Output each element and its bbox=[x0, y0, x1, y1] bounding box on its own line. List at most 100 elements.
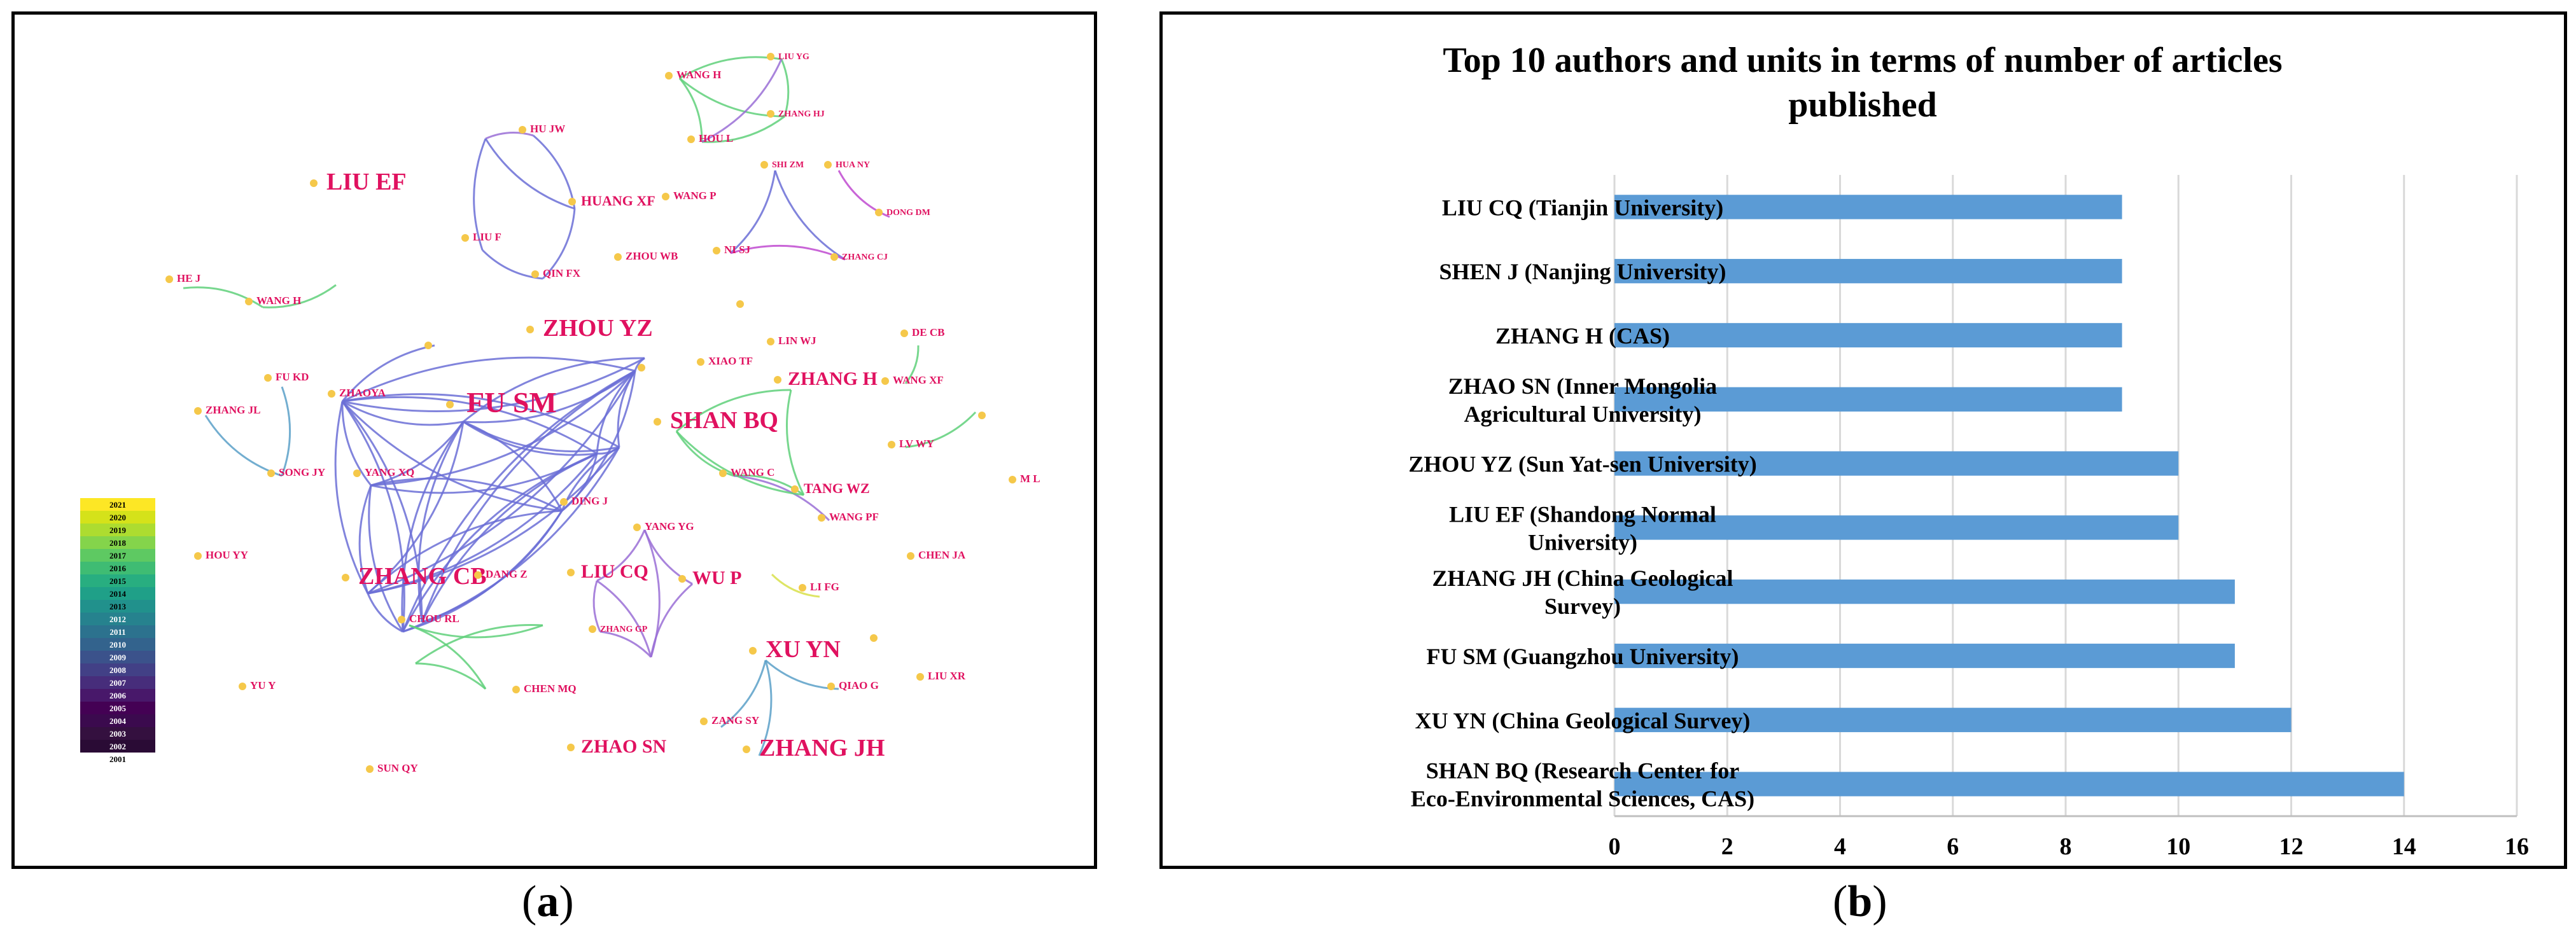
network-node bbox=[424, 342, 432, 349]
legend-year-label: 2015 bbox=[109, 576, 127, 586]
author-label-zhang-jl: ZHANG JL bbox=[206, 404, 260, 416]
category-label: SHEN J (Nanjing University) bbox=[1439, 259, 1726, 284]
network-edge bbox=[542, 208, 576, 280]
legend-swatch-2003 bbox=[80, 727, 155, 740]
author-label-fu-kd: FU KD bbox=[276, 371, 309, 383]
network-node bbox=[719, 469, 727, 477]
legend-year-label: 2005 bbox=[109, 704, 127, 713]
network-edge bbox=[341, 344, 435, 402]
network-edge bbox=[370, 370, 636, 487]
network-node bbox=[567, 569, 575, 576]
network-edge bbox=[367, 421, 465, 595]
network-node bbox=[827, 683, 835, 690]
author-label-yang-xq: YANG XQ bbox=[365, 466, 414, 478]
legend-year-label: 2020 bbox=[109, 513, 126, 522]
network-edge bbox=[592, 580, 601, 632]
legend-year-label: 2003 bbox=[109, 729, 127, 739]
network-edge bbox=[341, 401, 423, 623]
legend-year-label: 2008 bbox=[109, 665, 127, 675]
author-label-liu-ef: LIU EF bbox=[326, 169, 407, 195]
network-node bbox=[760, 161, 768, 169]
network-node bbox=[907, 552, 914, 560]
network-edge bbox=[675, 430, 804, 496]
author-label-hou-yy: HOU YY bbox=[206, 549, 248, 561]
author-label-he-j: HE J bbox=[177, 272, 201, 284]
network-node bbox=[678, 575, 686, 583]
network-edge bbox=[402, 447, 620, 633]
network-edge bbox=[370, 477, 563, 512]
author-label-song-jy: SONG JY bbox=[279, 466, 325, 478]
network-edge bbox=[342, 393, 620, 448]
network-node bbox=[366, 765, 374, 773]
category-label: LIU CQ (Tianjin University) bbox=[1442, 195, 1723, 220]
legend-swatch-2018 bbox=[80, 536, 155, 549]
network-node bbox=[767, 110, 774, 118]
x-tick-label: 2 bbox=[1721, 833, 1733, 860]
network-edge bbox=[643, 529, 693, 585]
network-edge bbox=[758, 660, 773, 756]
author-label-shi-zm: SHI ZM bbox=[772, 160, 804, 170]
author-label-hua-ny: HUA NY bbox=[836, 160, 870, 170]
network-edge bbox=[485, 132, 534, 140]
author-label-liu-xr: LIU XR bbox=[928, 670, 966, 682]
author-label-tang-wz: TANG WZ bbox=[804, 480, 870, 496]
network-node bbox=[654, 418, 661, 426]
network-edge bbox=[720, 660, 767, 728]
legend-year-label: 2009 bbox=[109, 653, 127, 662]
legend-swatch-2019 bbox=[80, 524, 155, 536]
network-node bbox=[194, 407, 202, 415]
legend-swatch-2013 bbox=[80, 600, 155, 613]
network-node bbox=[767, 53, 774, 60]
author-label-qiao-g: QIAO G bbox=[839, 679, 879, 691]
author-label-chou-rl: CHOU RL bbox=[409, 613, 459, 625]
network-node bbox=[614, 253, 622, 261]
bar-xu-yn-china-geological-survey bbox=[1614, 707, 2292, 732]
category-label: ZHANG H (CAS) bbox=[1495, 323, 1670, 349]
network-edge bbox=[401, 421, 465, 632]
author-label-zhang-cb: ZHANG CB bbox=[358, 563, 487, 590]
network-edge bbox=[415, 624, 543, 665]
network-node bbox=[875, 209, 883, 216]
legend-year-label: 2010 bbox=[109, 640, 126, 649]
network-node bbox=[736, 300, 744, 308]
x-tick-label: 10 bbox=[2166, 833, 2190, 860]
author-label-zhao-sn: ZHAO SN bbox=[581, 736, 667, 757]
network-edge bbox=[409, 624, 543, 639]
network-edge bbox=[402, 370, 636, 632]
legend-year-label: 2007 bbox=[109, 678, 127, 688]
author-label-zhang-h: ZHANG H bbox=[788, 368, 878, 389]
network-edge bbox=[904, 345, 920, 384]
network-edge bbox=[281, 386, 291, 476]
caption-a: (a) bbox=[522, 877, 574, 926]
network-node bbox=[239, 683, 246, 690]
network-edge bbox=[367, 510, 563, 595]
x-tick-label: 14 bbox=[2392, 833, 2416, 860]
author-label-wang-h: WANG H bbox=[676, 69, 721, 81]
network-node bbox=[589, 625, 596, 633]
network-node bbox=[342, 574, 349, 581]
bar-chart-panel: Top 10 authors and units in terms of num… bbox=[1159, 11, 2567, 869]
network-edge bbox=[701, 115, 785, 143]
network-edge bbox=[334, 401, 369, 594]
legend-year-label: 2016 bbox=[109, 564, 127, 573]
x-tick-label: 12 bbox=[2279, 833, 2304, 860]
network-node bbox=[774, 376, 781, 384]
network-node bbox=[881, 377, 889, 385]
network-edge bbox=[415, 662, 486, 690]
network-node bbox=[165, 275, 173, 283]
legend-swatch-2002 bbox=[80, 740, 155, 753]
network-node bbox=[767, 338, 774, 345]
bar-zhao-sn-inner-mongolia-agricultural-university bbox=[1614, 387, 2122, 412]
chart-title-line: published bbox=[1788, 85, 1937, 125]
legend-swatch-2014 bbox=[80, 587, 155, 600]
bar-shan-bq-research-center-for-eco-environmental-sciences-cas bbox=[1614, 772, 2404, 796]
network-node bbox=[830, 253, 838, 261]
author-label-zhang-gp: ZHANG GP bbox=[600, 625, 648, 634]
author-label-wang-p: WANG P bbox=[673, 190, 717, 202]
network-node bbox=[245, 298, 253, 305]
legend-year-label: 2021 bbox=[109, 500, 126, 510]
network-edge bbox=[341, 401, 372, 486]
author-label-zang-sy: ZANG SY bbox=[711, 714, 759, 726]
legend-swatch-2021 bbox=[80, 498, 155, 511]
author-label-yang-yg: YANG YG bbox=[645, 520, 694, 532]
